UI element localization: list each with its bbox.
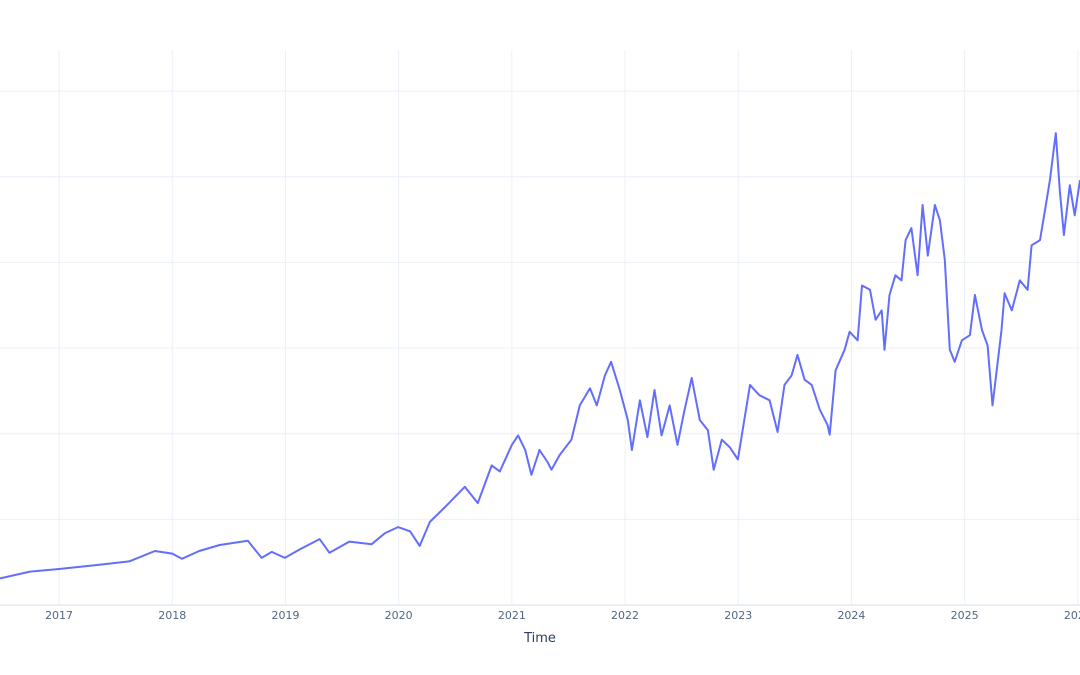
x-tick-label: 2024 <box>837 609 865 622</box>
x-axis-ticks: 2017 2018 2019 2020 2021 2022 2023 2024 2025 2026 <box>45 609 1080 622</box>
x-tick-label: 2023 <box>724 609 752 622</box>
x-tick-label: 2017 <box>45 609 73 622</box>
x-tick-label: 2026 <box>1064 609 1080 622</box>
x-axis-title: Time <box>523 631 556 646</box>
x-tick-label: 2025 <box>951 609 979 622</box>
x-tick-label: 2019 <box>271 609 299 622</box>
x-tick-label: 2020 <box>385 609 413 622</box>
x-tick-label: 2022 <box>611 609 639 622</box>
gridlines <box>0 50 1080 605</box>
x-tick-label: 2018 <box>158 609 186 622</box>
x-tick-label: 2021 <box>498 609 526 622</box>
series-line <box>0 132 1080 580</box>
